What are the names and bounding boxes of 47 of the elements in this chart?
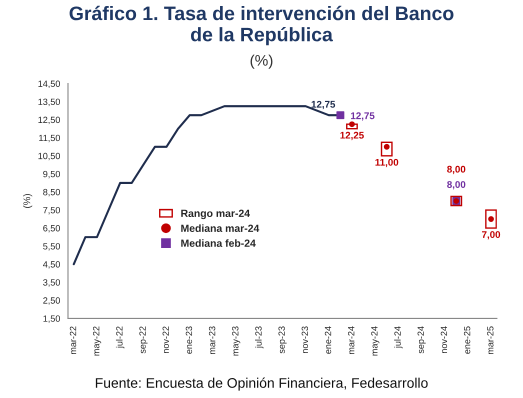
x-tick-label: sep-22: [139, 326, 148, 354]
x-tick-label: may-23: [232, 326, 240, 356]
y-tick-label: 6,50: [43, 225, 60, 233]
x-tick-label: mar-22: [70, 326, 76, 354]
x-tick-label: nov-22: [162, 326, 169, 354]
data-label: 12,75: [312, 100, 336, 110]
x-tick-label: mar-25: [487, 326, 494, 354]
y-tick-label: 2,50: [43, 297, 60, 305]
data-label: 12,75: [351, 112, 374, 121]
x-tick-label: ene-23: [186, 326, 192, 354]
y-tick-label: 14,50: [38, 80, 60, 88]
x-tick-label: mar-24: [348, 326, 354, 354]
y-tick-label: 12,50: [38, 116, 60, 124]
x-tick-label: jul-23: [255, 326, 264, 348]
data-label: 12,25: [340, 132, 364, 140]
x-tick-label: ene-25: [464, 326, 470, 354]
data-label: 8,00: [447, 166, 466, 174]
x-tick-label: jul-22: [116, 326, 124, 348]
y-tick-label: 8,50: [43, 188, 60, 196]
data-label: 11,00: [375, 158, 398, 168]
legend-label: Mediana feb-24: [181, 239, 256, 247]
y-tick-label: 7,50: [43, 206, 60, 214]
x-tick-label: sep-23: [278, 326, 287, 354]
x-tick-label: jul-24: [394, 326, 403, 348]
legend-label: Mediana mar-24: [181, 224, 260, 232]
y-tick-label: 11,50: [39, 134, 60, 142]
y-tick-label: 5,50: [43, 243, 60, 251]
x-tick-label: may-22: [93, 326, 102, 356]
legend-label: Rango mar-24: [181, 210, 250, 220]
y-tick-label: 1,50: [43, 315, 60, 323]
y-tick-label: 13,50: [38, 98, 60, 106]
x-tick-label: ene-24: [324, 326, 332, 354]
x-tick-label: may-24: [371, 326, 380, 356]
y-tick-label: 3,50: [43, 279, 60, 287]
x-tick-label: mar-23: [208, 326, 216, 354]
chart-title: Gráfico 1. Tasa de intervención del Banco de la República: [70, 6, 454, 46]
y-tick-label: 4,50: [42, 261, 60, 269]
chart-subtitle: (%): [250, 54, 272, 69]
x-tick-label: sep-24: [418, 326, 426, 354]
data-label: 8,00: [447, 181, 466, 190]
y-axis-title: (%): [23, 194, 32, 208]
y-tick-label: 10,50: [38, 152, 60, 160]
x-tick-label: nov-24: [440, 326, 448, 354]
x-tick-label: nov-23: [302, 326, 308, 354]
source-note: Fuente: Encuesta de Opinión Financiera, Fedesarrollo: [96, 378, 428, 391]
y-tick-label: 9,50: [43, 170, 60, 178]
data-label: 7,00: [482, 231, 500, 240]
